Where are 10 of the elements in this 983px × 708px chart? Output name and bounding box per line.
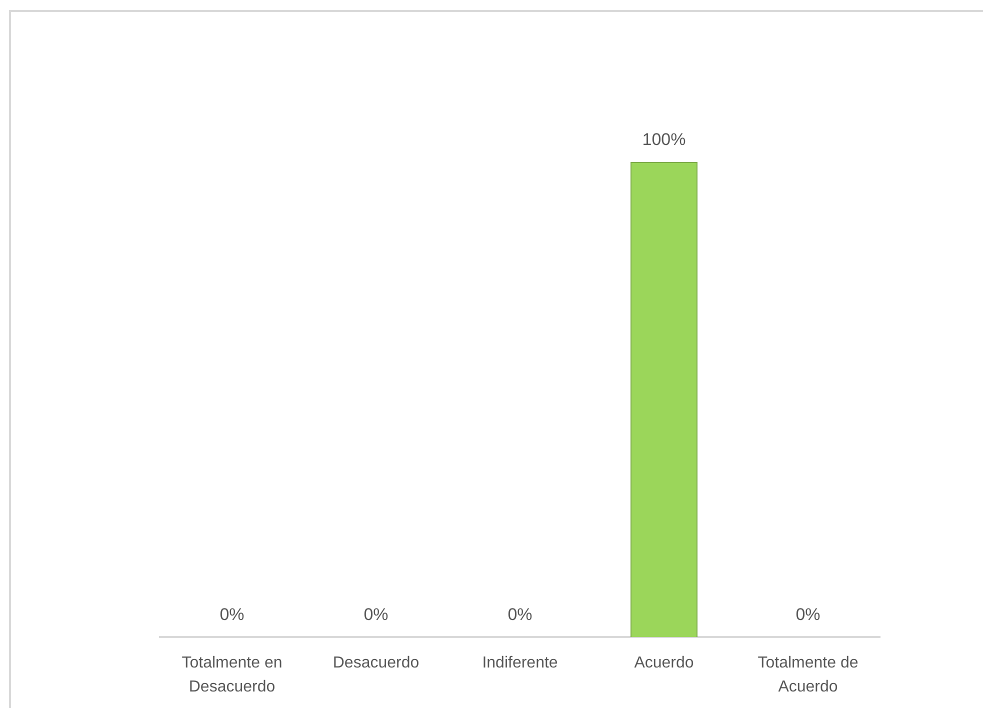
data-label: 0% — [508, 605, 532, 624]
data-label: 100% — [642, 130, 686, 150]
x-tick-label: Totalmente en Desacuerdo — [182, 654, 282, 696]
x-tick-label: Indiferente — [482, 654, 558, 672]
x-tick-label: Totalmente de Acuerdo — [758, 654, 858, 696]
data-label: 0% — [796, 605, 820, 624]
data-label: 0% — [364, 605, 388, 624]
x-tick-label: Acuerdo — [634, 654, 694, 672]
x-tick-label: Desacuerdo — [332, 654, 420, 672]
data-label: 0% — [220, 605, 244, 624]
